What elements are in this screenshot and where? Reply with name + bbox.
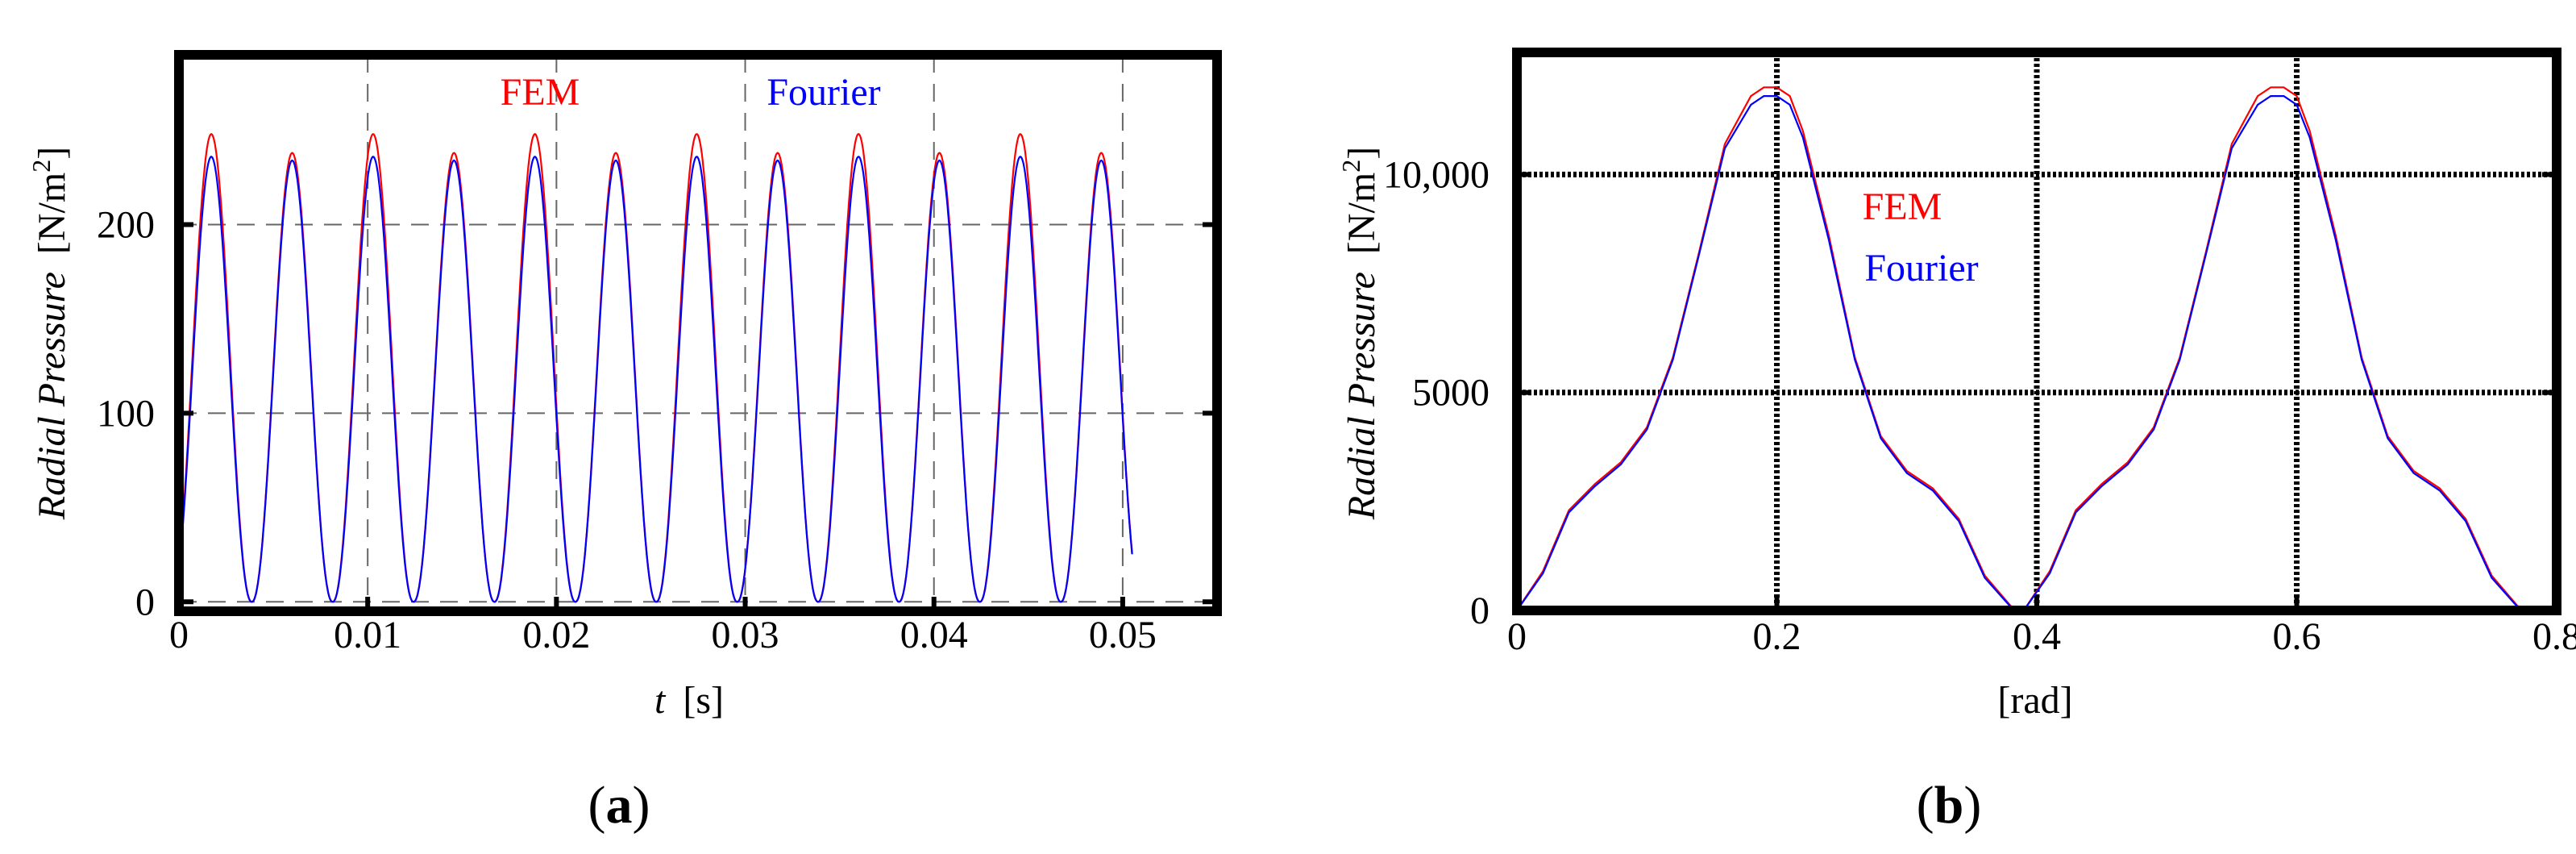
chart-b-y-axis-unit-exponent: 2 xyxy=(1336,160,1365,173)
chart-a-y-tick-label: 0 xyxy=(135,581,155,623)
chart-a-series-fourier-group xyxy=(177,156,1133,603)
chart-b-series-fem-line xyxy=(1516,86,2538,612)
chart-a-x-tick-label: 0.04 xyxy=(900,614,968,656)
chart-b-y-tick-label: 5000 xyxy=(1412,372,1490,415)
chart-a-legend-fem: FEM xyxy=(501,71,580,114)
chart-a-x-axis-variable: t xyxy=(654,679,667,722)
chart-a-x-ticks: 0 0.01 0.02 0.03 0.04 0.05 xyxy=(169,597,1157,656)
chart-a-x-tick-label: 0.05 xyxy=(1089,614,1157,656)
chart-a-y-ticks: 0 100 200 xyxy=(97,204,1217,623)
chart-b-y-tick-label: 10,000 xyxy=(1383,153,1490,196)
chart-b-y-axis-unit-close: ] xyxy=(1340,147,1383,160)
chart-a-y-axis-unit-close: ] xyxy=(31,147,73,160)
chart-a-x-tick-label: 0 xyxy=(169,614,189,656)
chart-a-x-tick-label: 0.03 xyxy=(712,614,779,656)
chart-a-x-axis-unit: [s] xyxy=(683,679,724,722)
chart-b-panel-label: (b) xyxy=(1917,776,1982,835)
chart-b-y-axis-label: Radial Pressure [N/m2] xyxy=(1336,147,1383,520)
chart-b-x-tick-label: 0 xyxy=(1507,615,1527,658)
chart-a-legend-fourier: Fourier xyxy=(767,71,880,114)
chart-a-panel-letter: a xyxy=(606,776,633,835)
chart-b-gridlines xyxy=(1517,52,2557,610)
chart-a-x-axis-label: t [s] xyxy=(654,679,724,722)
chart-b-x-tick-label: 0.2 xyxy=(1753,615,1801,658)
chart-b-y-axis-quantity: Radial Pressure xyxy=(1340,272,1383,520)
chart-b-x-axis-label: [rad] xyxy=(1997,679,2072,722)
chart-b: 0 0.2 0.4 0.6 0.8 0 5000 10,000 FEM Fourier [r… xyxy=(1336,48,2576,835)
chart-a-frame xyxy=(174,50,1222,616)
chart-a-series-fourier-line xyxy=(177,156,1133,603)
chart-b-x-tick-label: 0.8 xyxy=(2532,615,2576,658)
chart-a-x-tick-label: 0.01 xyxy=(334,614,401,656)
chart-a-y-tick-label: 200 xyxy=(97,204,155,247)
chart-b-panel-letter: b xyxy=(1934,776,1964,835)
chart-a-x-tick-label: 0.02 xyxy=(522,614,590,656)
chart-b-x-ticks: 0 0.2 0.4 0.6 0.8 xyxy=(1507,596,2576,658)
chart-b-legend-fem: FEM xyxy=(1863,185,1942,228)
chart-a-y-axis-unit-exponent: 2 xyxy=(27,160,56,173)
chart-a-y-axis-quantity: Radial Pressure xyxy=(31,272,73,520)
chart-a-gridlines xyxy=(179,55,1217,611)
chart-a-y-tick-label: 100 xyxy=(97,392,155,435)
chart-b-y-axis-unit: [N/m xyxy=(1340,173,1383,254)
chart-a-y-axis-label: Radial Pressure [N/m2] xyxy=(27,147,73,520)
chart-a: 0 0.01 0.02 0.03 0.04 0.05 0 100 200 FEM Fourie… xyxy=(27,50,1222,835)
chart-b-series-fem-group xyxy=(1516,86,2538,612)
chart-b-legend-fourier: Fourier xyxy=(1864,247,1978,290)
chart-b-x-tick-label: 0.6 xyxy=(2273,615,2321,658)
chart-b-y-ticks: 0 5000 10,000 xyxy=(1383,153,2557,632)
chart-a-y-axis-unit: [N/m xyxy=(31,173,73,254)
chart-a-panel-label: (a) xyxy=(588,776,650,835)
chart-b-y-tick-label: 0 xyxy=(1470,589,1490,632)
chart-b-x-tick-label: 0.4 xyxy=(2013,615,2061,658)
